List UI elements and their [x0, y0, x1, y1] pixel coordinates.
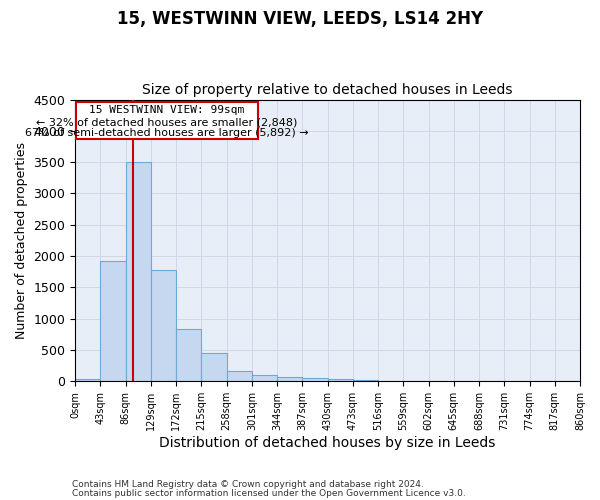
Bar [151, 270, 176, 382]
Bar [328, 379, 353, 382]
Bar [277, 377, 302, 382]
Bar [202, 352, 227, 382]
Text: 15, WESTWINN VIEW, LEEDS, LS14 2HY: 15, WESTWINN VIEW, LEEDS, LS14 2HY [117, 10, 483, 28]
FancyBboxPatch shape [76, 102, 258, 139]
Text: ← 32% of detached houses are smaller (2,848): ← 32% of detached houses are smaller (2,… [36, 117, 298, 127]
Title: Size of property relative to detached houses in Leeds: Size of property relative to detached ho… [142, 83, 513, 97]
Bar [75, 378, 100, 382]
Text: Contains public sector information licensed under the Open Government Licence v3: Contains public sector information licen… [72, 489, 466, 498]
Text: 67% of semi-detached houses are larger (5,892) →: 67% of semi-detached houses are larger (… [25, 128, 308, 138]
X-axis label: Distribution of detached houses by size in Leeds: Distribution of detached houses by size … [160, 436, 496, 450]
Y-axis label: Number of detached properties: Number of detached properties [15, 142, 28, 339]
Bar [378, 380, 403, 382]
Bar [252, 375, 277, 382]
Bar [176, 328, 202, 382]
Text: Contains HM Land Registry data © Crown copyright and database right 2024.: Contains HM Land Registry data © Crown c… [72, 480, 424, 489]
Bar [353, 380, 378, 382]
Bar [302, 378, 328, 382]
Bar [125, 162, 151, 382]
Text: 15 WESTWINN VIEW: 99sqm: 15 WESTWINN VIEW: 99sqm [89, 104, 244, 115]
Bar [227, 372, 252, 382]
Bar [100, 261, 125, 382]
